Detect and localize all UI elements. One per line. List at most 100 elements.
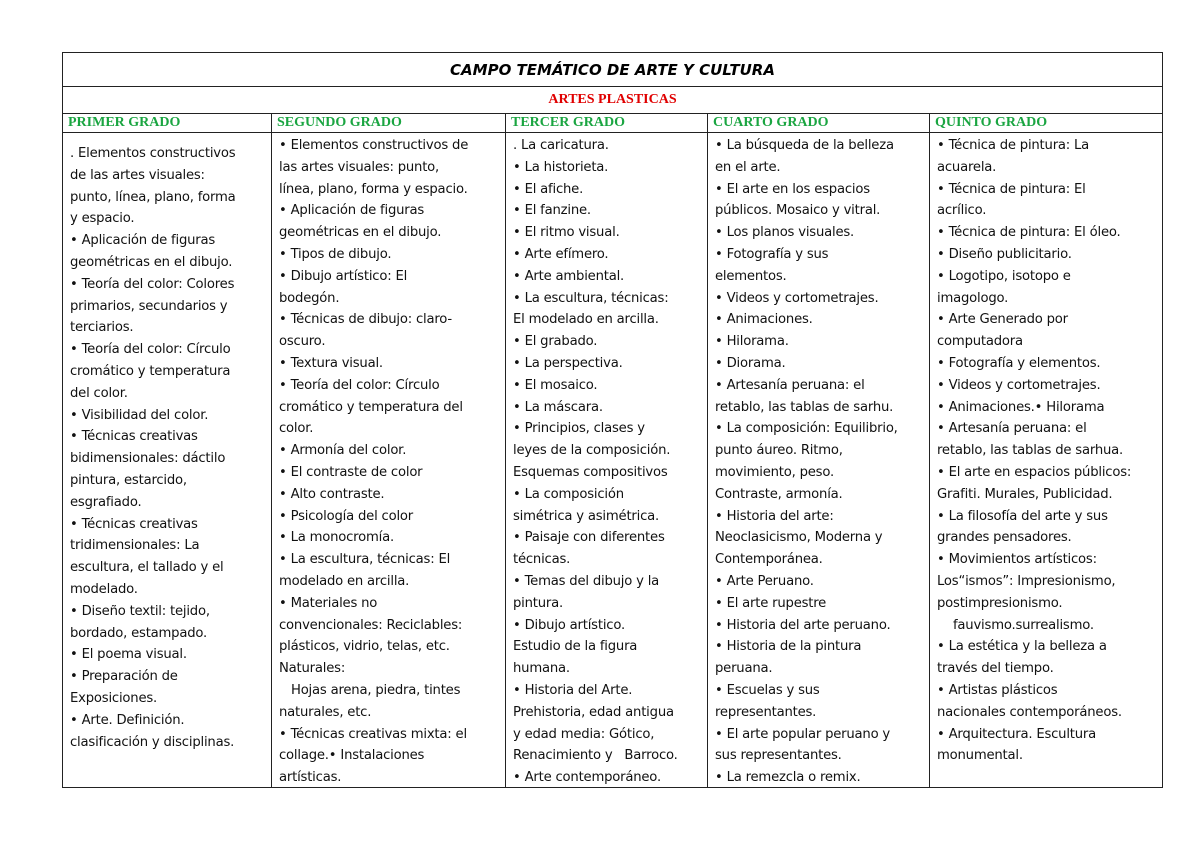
content-line: monumental. xyxy=(937,748,1023,764)
content-line: Neoclasicismo, Moderna y xyxy=(715,530,883,546)
content-line: • Arte Generado por xyxy=(937,312,1068,328)
content-line: • Videos y cortometrajes. xyxy=(937,377,1101,393)
content-line: acrílico. xyxy=(937,203,987,219)
content-line: • Videos y cortometrajes. xyxy=(715,290,879,306)
section-subtitle: ARTES PLASTICAS xyxy=(63,87,1162,114)
content-line: artísticas. xyxy=(279,770,342,786)
content-line: plásticos, vidrio, telas, etc. xyxy=(279,639,450,655)
content-line: • El arte en espacios públicos: xyxy=(937,464,1132,480)
content-line: • La perspectiva. xyxy=(513,355,623,371)
content-line: • Armonía del color. xyxy=(279,443,407,459)
content-line: simétrica y asimétrica. xyxy=(513,508,660,524)
content-line: • Arte. Definición. xyxy=(70,712,185,728)
content-line: peruana. xyxy=(715,661,773,677)
content-quinto-grado: • Técnica de pintura: La acuarela. • Técni… xyxy=(930,133,1162,787)
content-line: • Diseño publicitario. xyxy=(937,246,1072,262)
content-line: • El grabado. xyxy=(513,334,598,350)
content-line: • Arte Peruano. xyxy=(715,573,814,589)
content-line: • El mosaico. xyxy=(513,377,598,393)
content-line: humana. xyxy=(513,661,570,677)
content-line: • Fotografía y elementos. xyxy=(937,355,1101,371)
content-line: públicos. Mosaico y vitral. xyxy=(715,203,881,219)
content-line: • Tipos de dibujo. xyxy=(279,246,392,262)
content-line: • La estética y la belleza a xyxy=(937,639,1107,655)
content-line: • Animaciones.• Hilorama xyxy=(937,399,1105,415)
content-line: través del tiempo. xyxy=(937,661,1054,677)
header-tercer-grado: TERCER GRADO xyxy=(506,114,708,133)
content-line: • Aplicación de figuras xyxy=(70,233,216,249)
content-line: . La caricatura. xyxy=(513,138,609,153)
content-line: primarios, secundarios y xyxy=(70,298,228,314)
content-line: • Psicología del color xyxy=(279,508,413,524)
content-line: técnicas. xyxy=(513,552,571,568)
content-line: Esquemas compositivos xyxy=(513,464,668,480)
content-line: Estudio de la figura xyxy=(513,639,638,655)
grades-grid: PRIMER GRADO SEGUNDO GRADO TERCER GRADO … xyxy=(63,114,1162,787)
content-line: • Artesanía peruana: el xyxy=(715,377,865,393)
content-line: nacionales contemporáneos. xyxy=(937,704,1122,720)
content-line: esgrafiado. xyxy=(70,494,142,510)
content-line: retablo, las tablas de sarhua. xyxy=(937,443,1124,459)
content-line: pintura, estarcido, xyxy=(70,472,187,488)
content-line: • Historia del arte: xyxy=(715,508,834,524)
content-line: • Artistas plásticos xyxy=(937,682,1058,698)
content-line: • Diseño textil: tejido, xyxy=(70,603,210,619)
curriculum-table: CAMPO TEMÁTICO DE ARTE Y CULTURA ARTES P… xyxy=(62,52,1163,788)
content-line: • Teoría del color: Círculo xyxy=(279,377,440,393)
content-line: • Aplicación de figuras xyxy=(279,203,425,219)
content-line: • La historieta. xyxy=(513,159,609,175)
content-line: • Visibilidad del color. xyxy=(70,407,209,423)
content-line: y espacio. xyxy=(70,211,135,227)
content-line: tridimensionales: La xyxy=(70,538,200,554)
content-line: leyes de la composición. xyxy=(513,443,671,459)
content-line: • Técnica de pintura: El óleo. xyxy=(937,225,1121,241)
content-line: • Arte efímero. xyxy=(513,246,609,262)
content-line: • La filosofía del arte y sus xyxy=(937,508,1108,524)
content-line: • Los planos visuales. xyxy=(715,225,855,241)
content-line: • Textura visual. xyxy=(279,355,383,371)
content-line: • Historia de la pintura xyxy=(715,639,862,655)
content-line: las artes visuales: punto, xyxy=(279,159,440,175)
content-line: • Materiales no xyxy=(279,595,378,611)
content-line: • Técnicas creativas xyxy=(70,516,198,532)
content-line: • La búsqueda de la belleza xyxy=(715,138,894,153)
content-line: cromático y temperatura del xyxy=(279,399,463,415)
content-line: El modelado en arcilla. xyxy=(513,312,659,328)
content-line: línea, plano, forma y espacio. xyxy=(279,181,468,197)
content-tercer-grado: . La caricatura. • La historieta. • El afi… xyxy=(506,133,708,787)
content-line: Contraste, armonía. xyxy=(715,486,843,502)
header-primer-grado: PRIMER GRADO xyxy=(63,114,272,133)
content-line: escultura, el tallado y el xyxy=(70,560,224,576)
header-cuarto-grado: CUARTO GRADO xyxy=(708,114,930,133)
content-line: collage.• Instalaciones xyxy=(279,748,425,764)
content-line: de las artes visuales: xyxy=(70,167,205,183)
content-line: • Arte ambiental. xyxy=(513,268,625,284)
content-line: • Alto contraste. xyxy=(279,486,385,502)
content-line: • Arquitectura. Escultura xyxy=(937,726,1097,742)
content-line: • Técnica de pintura: La xyxy=(937,138,1090,153)
content-line: imagologo. xyxy=(937,290,1009,306)
content-line: • El arte popular peruano y xyxy=(715,726,891,742)
content-line: • La monocromía. xyxy=(279,530,394,546)
content-line: acuarela. xyxy=(937,159,997,175)
content-line: • Técnicas creativas xyxy=(70,429,198,445)
content-line: • Logotipo, isotopo e xyxy=(937,268,1071,284)
content-line: • La composición xyxy=(513,486,624,502)
content-line: representantes. xyxy=(715,704,817,720)
content-line: • Dibujo artístico. xyxy=(513,617,625,633)
content-line: • Técnicas de dibujo: claro- xyxy=(279,312,452,328)
content-line: • Paisaje con diferentes xyxy=(513,530,665,546)
content-line: • Técnica de pintura: El xyxy=(937,181,1086,197)
content-line: naturales, etc. xyxy=(279,704,372,720)
content-line: del color. xyxy=(70,385,128,401)
content-line: convencionales: Reciclables: xyxy=(279,617,463,633)
content-line: • Preparación de xyxy=(70,669,178,685)
content-line: Grafiti. Murales, Publicidad. xyxy=(937,486,1113,502)
content-line: punto áureo. Ritmo, xyxy=(715,443,843,459)
content-line: • Principios, clases y xyxy=(513,421,645,437)
header-segundo-grado: SEGUNDO GRADO xyxy=(272,114,506,133)
document-title: CAMPO TEMÁTICO DE ARTE Y CULTURA xyxy=(63,53,1162,87)
content-line: • El arte rupestre xyxy=(715,595,827,611)
content-cuarto-grado: • La búsqueda de la belleza en el arte. • … xyxy=(708,133,930,787)
content-line: Naturales: xyxy=(279,661,346,677)
